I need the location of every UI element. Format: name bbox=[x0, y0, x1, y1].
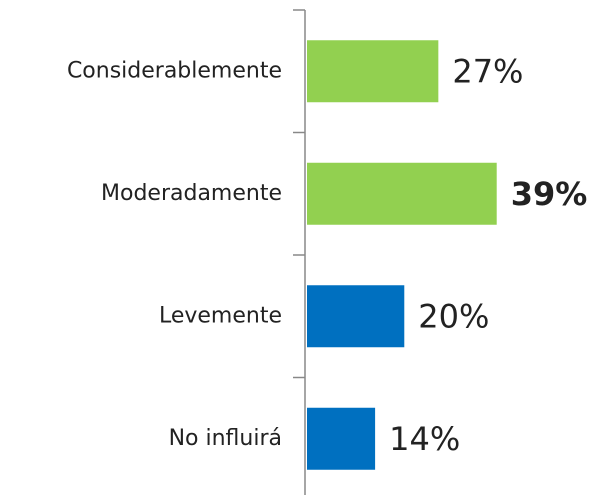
category-label: Levemente bbox=[159, 303, 282, 328]
category-label: Moderadamente bbox=[101, 181, 282, 206]
category-label: No influirá bbox=[169, 426, 282, 451]
bar bbox=[307, 162, 497, 225]
value-label: 20% bbox=[418, 297, 489, 335]
bar bbox=[307, 285, 405, 348]
value-label: 27% bbox=[452, 52, 523, 90]
bar bbox=[307, 40, 439, 103]
value-label: 14% bbox=[389, 420, 460, 458]
category-label: Considerablemente bbox=[67, 58, 282, 83]
bar bbox=[307, 407, 376, 470]
value-label: 39% bbox=[511, 175, 588, 213]
